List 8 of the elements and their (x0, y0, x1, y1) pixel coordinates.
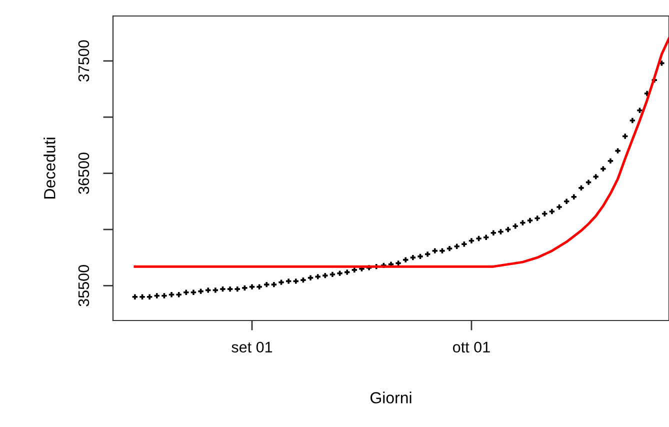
y-tick-label: 37500 (78, 40, 90, 82)
x-tick-label: ott 01 (453, 342, 490, 353)
y-tick-label: 36500 (78, 152, 90, 194)
y-axis-title: Deceduti (44, 138, 56, 198)
y-tick-label: 35500 (78, 265, 90, 306)
x-tick-label: set 01 (232, 342, 272, 353)
line-series (134, 37, 669, 268)
x-axis-title: Giorni (370, 392, 412, 404)
